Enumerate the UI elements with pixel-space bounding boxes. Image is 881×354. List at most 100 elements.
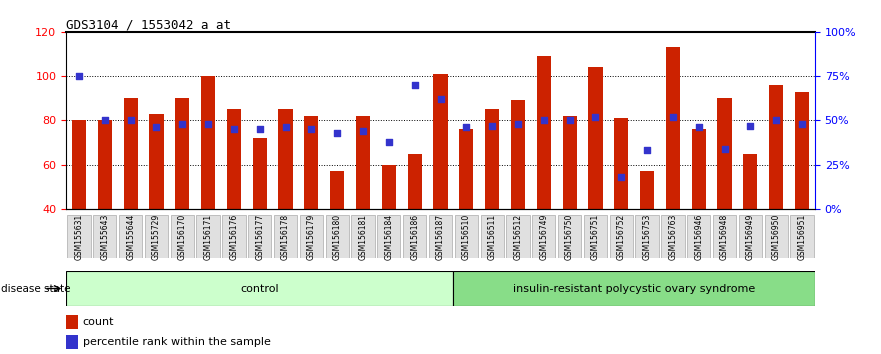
Text: GSM156170: GSM156170	[178, 213, 187, 260]
Point	[563, 118, 577, 123]
FancyBboxPatch shape	[196, 215, 219, 258]
FancyBboxPatch shape	[765, 215, 788, 258]
Bar	[692, 129, 706, 209]
Bar	[744, 154, 758, 209]
Point	[769, 118, 783, 123]
Text: GSM156184: GSM156184	[384, 213, 393, 260]
FancyBboxPatch shape	[558, 215, 581, 258]
Text: percentile rank within the sample: percentile rank within the sample	[83, 337, 270, 347]
FancyBboxPatch shape	[739, 215, 762, 258]
Point	[589, 114, 603, 120]
FancyBboxPatch shape	[713, 215, 737, 258]
Bar	[278, 109, 292, 209]
Bar	[304, 116, 319, 209]
Point	[227, 126, 241, 132]
Point	[72, 73, 86, 79]
Bar	[562, 116, 577, 209]
FancyBboxPatch shape	[790, 215, 814, 258]
Bar	[66, 335, 78, 348]
Bar	[717, 98, 731, 209]
Bar	[123, 98, 137, 209]
Bar	[769, 85, 783, 209]
Text: GSM156186: GSM156186	[411, 213, 419, 260]
FancyBboxPatch shape	[429, 215, 452, 258]
Bar	[381, 165, 396, 209]
Text: GSM155643: GSM155643	[100, 213, 109, 260]
Point	[795, 121, 809, 127]
Text: GSM156750: GSM156750	[565, 213, 574, 260]
FancyBboxPatch shape	[377, 215, 401, 258]
FancyBboxPatch shape	[352, 215, 374, 258]
FancyBboxPatch shape	[222, 215, 246, 258]
FancyBboxPatch shape	[480, 215, 504, 258]
Text: GSM155644: GSM155644	[126, 213, 135, 260]
FancyBboxPatch shape	[326, 215, 349, 258]
Text: GSM156176: GSM156176	[229, 213, 239, 260]
Text: GSM156187: GSM156187	[436, 213, 445, 260]
Text: GSM156951: GSM156951	[797, 213, 806, 260]
Point	[614, 174, 628, 180]
Text: GSM156950: GSM156950	[772, 213, 781, 260]
Text: GSM156752: GSM156752	[617, 213, 626, 260]
Text: GSM156946: GSM156946	[694, 213, 703, 260]
FancyBboxPatch shape	[403, 215, 426, 258]
FancyBboxPatch shape	[248, 215, 271, 258]
Bar	[226, 109, 241, 209]
FancyBboxPatch shape	[171, 215, 194, 258]
Point	[744, 123, 758, 129]
FancyBboxPatch shape	[67, 215, 91, 258]
Text: GSM156751: GSM156751	[591, 213, 600, 260]
Text: GSM156171: GSM156171	[204, 213, 212, 260]
Point	[330, 130, 344, 136]
Bar	[98, 120, 112, 209]
Text: GSM156763: GSM156763	[669, 213, 677, 260]
Bar	[537, 56, 551, 209]
Point	[123, 118, 137, 123]
Point	[304, 126, 318, 132]
FancyBboxPatch shape	[144, 215, 168, 258]
Bar	[589, 67, 603, 209]
Point	[175, 121, 189, 127]
Text: GSM156510: GSM156510	[462, 213, 470, 260]
FancyBboxPatch shape	[454, 271, 815, 306]
Text: GSM156512: GSM156512	[514, 213, 522, 260]
Text: GDS3104 / 1553042_a_at: GDS3104 / 1553042_a_at	[66, 18, 231, 31]
Point	[356, 128, 370, 134]
Bar	[150, 114, 164, 209]
Text: GSM156177: GSM156177	[255, 213, 264, 260]
FancyBboxPatch shape	[455, 215, 478, 258]
Text: GSM156511: GSM156511	[488, 213, 497, 260]
Point	[433, 96, 448, 102]
Point	[485, 123, 500, 129]
Text: GSM156749: GSM156749	[539, 213, 548, 260]
Bar	[175, 98, 189, 209]
Point	[408, 82, 422, 88]
Bar	[201, 76, 215, 209]
FancyBboxPatch shape	[662, 215, 685, 258]
Text: GSM155729: GSM155729	[152, 213, 161, 260]
FancyBboxPatch shape	[119, 215, 142, 258]
Point	[666, 114, 680, 120]
Bar	[330, 171, 344, 209]
FancyBboxPatch shape	[532, 215, 555, 258]
Bar	[408, 154, 422, 209]
FancyBboxPatch shape	[610, 215, 633, 258]
Text: insulin-resistant polycystic ovary syndrome: insulin-resistant polycystic ovary syndr…	[513, 284, 755, 293]
Point	[692, 125, 706, 130]
Bar	[666, 47, 680, 209]
Text: disease state: disease state	[1, 284, 70, 293]
Point	[511, 121, 525, 127]
Point	[253, 126, 267, 132]
Bar	[640, 171, 655, 209]
FancyBboxPatch shape	[635, 215, 659, 258]
FancyBboxPatch shape	[300, 215, 323, 258]
FancyBboxPatch shape	[274, 215, 297, 258]
Point	[459, 125, 473, 130]
Bar	[511, 101, 525, 209]
Bar	[433, 74, 448, 209]
Text: GSM156753: GSM156753	[642, 213, 652, 260]
Bar	[72, 120, 86, 209]
Bar	[795, 92, 809, 209]
FancyBboxPatch shape	[507, 215, 529, 258]
FancyBboxPatch shape	[66, 271, 454, 306]
